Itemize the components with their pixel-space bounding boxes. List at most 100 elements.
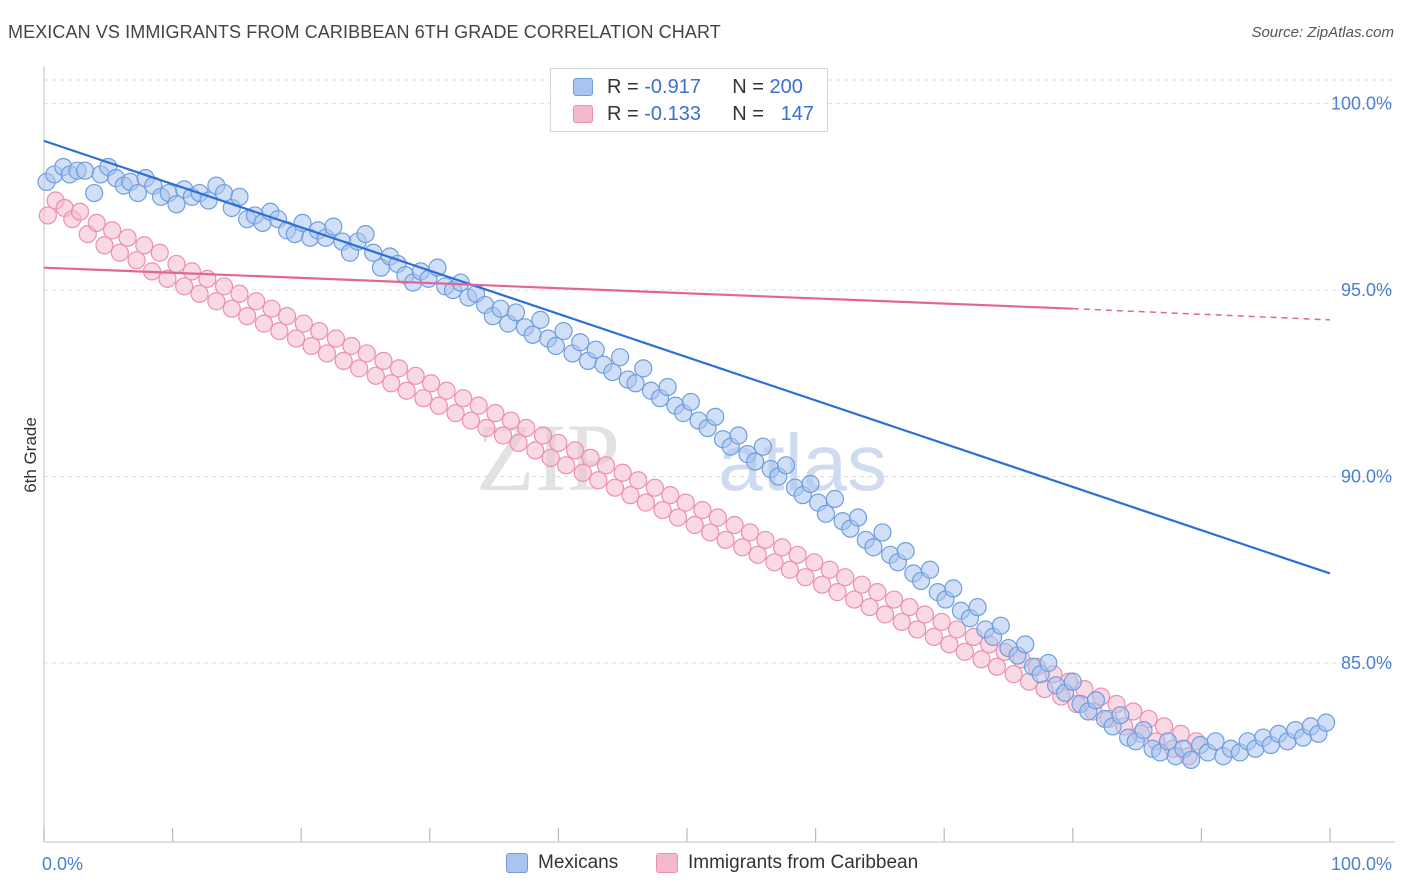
caribbean-point <box>207 292 226 311</box>
caribbean-point <box>748 545 767 564</box>
y-tick-label: 95.0% <box>1341 280 1392 300</box>
source-label: Source: ZipAtlas.com <box>1251 24 1394 41</box>
legend-r-value-mexicans: -0.917 <box>644 75 701 98</box>
caribbean-point <box>845 590 864 609</box>
caribbean-point <box>924 627 944 646</box>
caribbean-point <box>566 441 585 460</box>
caribbean-point <box>533 426 553 445</box>
mexicans-swatch <box>573 78 593 96</box>
mexican-point <box>1111 706 1130 725</box>
mexican-point <box>816 504 835 523</box>
caribbean-point <box>661 486 680 505</box>
caribbean-point <box>915 605 935 624</box>
mexican-point <box>611 348 630 367</box>
caribbean-point <box>477 418 496 438</box>
caribbean-point <box>406 366 425 385</box>
caribbean-point <box>421 374 441 393</box>
caribbean-point <box>238 307 257 326</box>
caribbean-point <box>589 471 608 490</box>
mexican-point <box>1206 732 1225 751</box>
caribbean-point <box>541 448 560 467</box>
mexican-point <box>1158 732 1178 751</box>
caribbean-point <box>277 307 297 326</box>
mexican-point <box>864 538 883 557</box>
caribbean-point <box>621 486 640 505</box>
caribbean-point <box>494 426 513 445</box>
legend-n-value-caribbean: 147 <box>780 102 814 125</box>
caribbean-point <box>573 463 592 482</box>
legend-r-label: R = <box>607 102 639 125</box>
caribbean-point <box>875 605 895 624</box>
caribbean-point <box>175 277 194 296</box>
caribbean-point <box>733 538 752 557</box>
caribbean-point <box>461 411 481 430</box>
caribbean-point <box>773 538 792 557</box>
mexican-point <box>506 303 526 322</box>
caribbean-point <box>557 456 576 475</box>
caribbean-point <box>103 221 122 240</box>
bottom-legend-label-mexicans: Mexicans <box>538 852 619 873</box>
mexican-point <box>546 336 565 356</box>
caribbean-point <box>780 560 799 579</box>
mexican-point <box>848 508 868 527</box>
caribbean-point <box>262 299 281 318</box>
mexican-point <box>753 437 772 456</box>
mexican-point <box>920 560 940 579</box>
caribbean-point <box>366 366 385 385</box>
caribbean-point <box>708 508 727 527</box>
caribbean-point <box>685 515 704 535</box>
bottom-legend-mexicans: Mexicans <box>506 852 618 874</box>
caribbean-point <box>326 329 346 348</box>
bottom-legend-label-caribbean: Immigrants from Caribbean <box>688 852 919 873</box>
caribbean-point <box>87 213 106 233</box>
mexican-point <box>1134 721 1153 740</box>
caribbean-point <box>716 530 735 550</box>
caribbean-point <box>756 530 775 550</box>
caribbean-point <box>636 493 655 512</box>
caribbean-point <box>860 597 879 617</box>
mexican-point <box>230 187 249 206</box>
caribbean-point <box>158 269 177 288</box>
caribbean-point <box>596 456 616 475</box>
caribbean-point <box>127 251 146 270</box>
mexican-point <box>586 340 605 359</box>
caribbean-point <box>349 359 369 378</box>
caribbean-point <box>118 228 137 247</box>
caribbean-point <box>820 560 839 579</box>
y-tick-label: 100.0% <box>1331 94 1392 114</box>
caribbean-point <box>972 650 991 669</box>
caribbean-point <box>429 396 448 415</box>
caribbean-point <box>701 523 720 542</box>
mexican-point <box>896 542 915 561</box>
mexican-point <box>825 489 844 508</box>
legend-row-mexicans: R = -0.917 N = 200 <box>573 75 803 99</box>
trend-lines <box>43 139 1331 575</box>
caribbean-point <box>932 612 951 632</box>
correlation-legend: R = -0.917 N = 200 R = -0.133 N = 147 <box>550 68 828 132</box>
mexican-point <box>128 183 147 203</box>
mexican-point <box>1016 635 1035 654</box>
caribbean-point <box>676 493 695 512</box>
caribbean-point <box>374 351 393 370</box>
caribbean-point <box>955 642 974 661</box>
mexicans-trend-line <box>43 139 1331 575</box>
mexican-point <box>1086 691 1106 710</box>
caribbean-point <box>581 448 600 467</box>
tick-labels: 85.0% 90.0% 95.0% 100.0% 0.0% 100.0% <box>42 94 1392 874</box>
mexican-point <box>746 452 765 471</box>
mexican-point <box>491 299 510 318</box>
mexican-point <box>873 523 892 542</box>
caribbean-point <box>270 321 289 341</box>
y-axis-label: 6th Grade <box>21 417 40 493</box>
mexican-point <box>634 359 653 378</box>
caribbean-point <box>868 583 887 602</box>
legend-n-value-mexicans: 200 <box>769 75 803 98</box>
caribbean-point <box>247 292 266 311</box>
mexican-point <box>729 426 748 445</box>
caribbean-point <box>908 620 927 639</box>
caribbean-point <box>828 583 847 602</box>
series-mexicans-points <box>37 157 1336 770</box>
caribbean-point <box>286 329 306 348</box>
caribbean-point <box>357 344 376 363</box>
caribbean-point <box>190 284 209 303</box>
